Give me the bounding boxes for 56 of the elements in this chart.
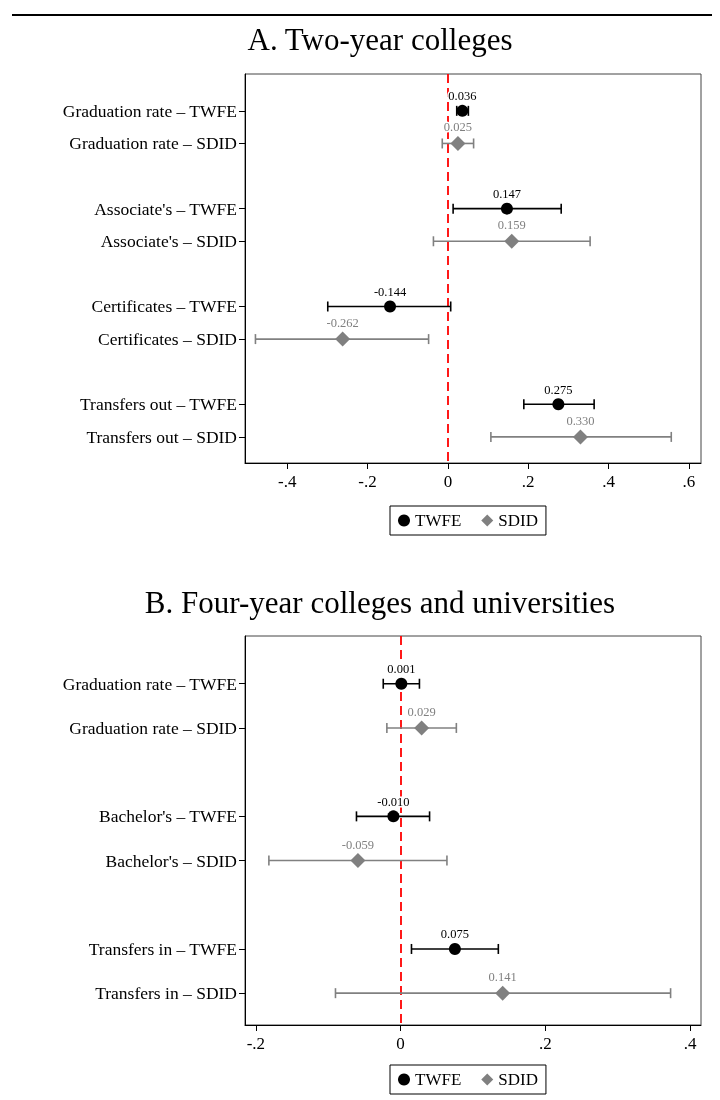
point — [395, 677, 408, 690]
point — [495, 985, 511, 1001]
x-tick-label: 0 — [396, 1034, 405, 1053]
data-label: 0.025 — [443, 120, 472, 135]
data-label: -0.262 — [326, 316, 359, 331]
y-tick-label: Graduation rate – TWFE — [62, 673, 237, 694]
point — [384, 300, 397, 313]
x-tick-label: -.2 — [358, 472, 377, 491]
data-label: 0.029 — [407, 704, 436, 719]
point — [500, 202, 513, 215]
y-tick-label: Bachelor's – TWFE — [99, 806, 237, 827]
x-tick-label: .2 — [539, 1034, 552, 1053]
x-tick-label: -.2 — [246, 1034, 266, 1053]
x-tick-label: .2 — [521, 472, 535, 491]
data-label: 0.275 — [544, 382, 573, 397]
data-label: 0.159 — [497, 218, 526, 233]
data-label: 0.330 — [566, 413, 595, 428]
data-label: -0.010 — [377, 794, 410, 809]
x-tick-label: -.4 — [277, 472, 297, 491]
chart-title: B. Four-year colleges and universities — [144, 585, 616, 620]
legend-label: TWFE — [415, 1070, 462, 1089]
x-tick-label: 0 — [443, 472, 453, 491]
point — [450, 135, 466, 151]
data-label: -0.144 — [373, 284, 407, 299]
point — [387, 810, 400, 823]
y-tick-label: Transfers out – SDID — [86, 426, 237, 447]
data-label: -0.059 — [341, 837, 375, 852]
y-tick-label: Certificates – TWFE — [91, 296, 237, 317]
y-tick-label: Transfers in – SDID — [95, 983, 237, 1004]
y-tick-label: Graduation rate – SDID — [69, 717, 237, 738]
point — [572, 429, 588, 445]
y-tick-label: Graduation rate – SDID — [69, 133, 237, 154]
chart-title: A. Two-year colleges — [247, 22, 513, 57]
point — [448, 942, 461, 955]
y-tick-label: Associate's – TWFE — [94, 198, 237, 219]
x-tick-label: .4 — [602, 472, 616, 491]
legend-label: SDID — [498, 511, 538, 530]
point — [414, 720, 430, 736]
point — [335, 331, 351, 347]
point — [350, 853, 366, 869]
y-tick-label: Associate's – SDID — [100, 231, 237, 252]
data-label: 0.036 — [448, 89, 477, 104]
point — [504, 233, 520, 249]
x-tick-label: .4 — [683, 1034, 698, 1053]
data-label: 0.147 — [492, 187, 522, 202]
point — [552, 398, 565, 411]
y-tick-label: Graduation rate – TWFE — [62, 100, 237, 121]
y-tick-label: Transfers in – TWFE — [88, 938, 237, 959]
data-label: 0.141 — [488, 970, 517, 985]
data-label: 0.075 — [440, 927, 469, 942]
y-tick-label: Certificates – SDID — [98, 329, 237, 350]
legend-label: SDID — [498, 1070, 538, 1089]
x-tick-label: .6 — [682, 472, 696, 491]
y-tick-label: Bachelor's – SDID — [105, 850, 237, 871]
y-tick-label: Transfers out – TWFE — [79, 394, 237, 415]
legend-label: TWFE — [415, 511, 462, 530]
